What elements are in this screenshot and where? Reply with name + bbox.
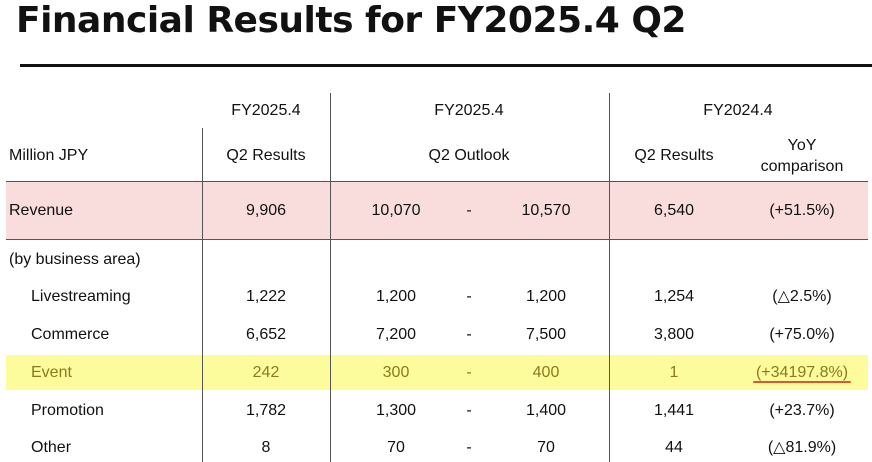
column-divider — [202, 128, 203, 462]
header-divider — [6, 181, 868, 182]
outlook-high-value: 400 — [532, 364, 560, 381]
page-title: Financial Results for FY2025.4 Q2 — [16, 0, 686, 41]
prev-q2-value: 1,254 — [653, 288, 695, 305]
q2-results-value: 1,222 — [245, 288, 287, 305]
yoy-value: (+75.0%) — [769, 326, 835, 343]
outlook-low-value: 7,200 — [375, 326, 417, 343]
section-label: (by business area) — [9, 251, 141, 268]
prev-q2-value: 6,540 — [653, 202, 695, 219]
yoy-value: (△2.5%) — [772, 288, 832, 305]
outlook-low-value: 300 — [382, 364, 410, 381]
q2-results-value: 242 — [252, 364, 280, 381]
outlook-range-dash: - — [466, 364, 472, 381]
yoy-emphasis-underline — [753, 381, 851, 383]
outlook-high-value: 1,200 — [525, 288, 567, 305]
col-subheader-prev-q2-results: Q2 Results — [634, 147, 714, 164]
col-subheader-q2-outlook: Q2 Outlook — [428, 147, 510, 164]
column-divider — [330, 93, 331, 462]
outlook-range-dash: - — [466, 439, 472, 456]
row-label: Promotion — [31, 402, 104, 419]
outlook-high-value: 10,570 — [521, 202, 571, 219]
outlook-high-value: 7,500 — [525, 326, 567, 343]
col-subheader-q2-results: Q2 Results — [226, 147, 306, 164]
prev-q2-value: 1 — [669, 364, 679, 381]
col-header-fy2024: FY2024.4 — [703, 102, 773, 119]
q2-results-value: 8 — [261, 439, 271, 456]
col-header-fy2025-results: FY2025.4 — [231, 102, 301, 119]
outlook-range-dash: - — [466, 202, 472, 219]
row-label: Event — [31, 364, 72, 381]
unit-label: Million JPY — [9, 147, 89, 164]
outlook-low-value: 1,200 — [375, 288, 417, 305]
yoy-value: (△81.9%) — [767, 439, 837, 456]
yoy-value: (+23.7%) — [769, 402, 835, 419]
title-divider — [20, 64, 872, 67]
outlook-low-value: 70 — [387, 439, 405, 456]
row-label: Livestreaming — [31, 288, 131, 305]
row-label: Commerce — [31, 326, 110, 343]
q2-results-value: 9,906 — [245, 202, 287, 219]
prev-q2-value: 3,800 — [653, 326, 695, 343]
outlook-range-dash: - — [466, 402, 472, 419]
row-label: Other — [31, 439, 72, 456]
prev-q2-value: 44 — [665, 439, 683, 456]
revenue-row-highlight — [6, 182, 868, 239]
outlook-range-dash: - — [466, 288, 472, 305]
col-subheader-comparison: comparison — [760, 158, 844, 175]
outlook-high-value: 70 — [537, 439, 555, 456]
column-divider — [609, 93, 610, 462]
col-subheader-yoy: YoY — [787, 137, 817, 154]
outlook-high-value: 1,400 — [525, 402, 567, 419]
revenue-divider — [6, 239, 868, 240]
event-row-highlight — [6, 355, 868, 390]
row-label: Revenue — [9, 202, 74, 219]
q2-results-value: 6,652 — [245, 326, 287, 343]
outlook-low-value: 1,300 — [375, 402, 417, 419]
yoy-value: (+51.5%) — [769, 202, 835, 219]
q2-results-value: 1,782 — [245, 402, 287, 419]
col-header-fy2025-outlook: FY2025.4 — [434, 102, 504, 119]
outlook-range-dash: - — [466, 326, 472, 343]
yoy-value: (+34197.8%) — [755, 364, 849, 381]
prev-q2-value: 1,441 — [653, 402, 695, 419]
outlook-low-value: 10,070 — [371, 202, 421, 219]
